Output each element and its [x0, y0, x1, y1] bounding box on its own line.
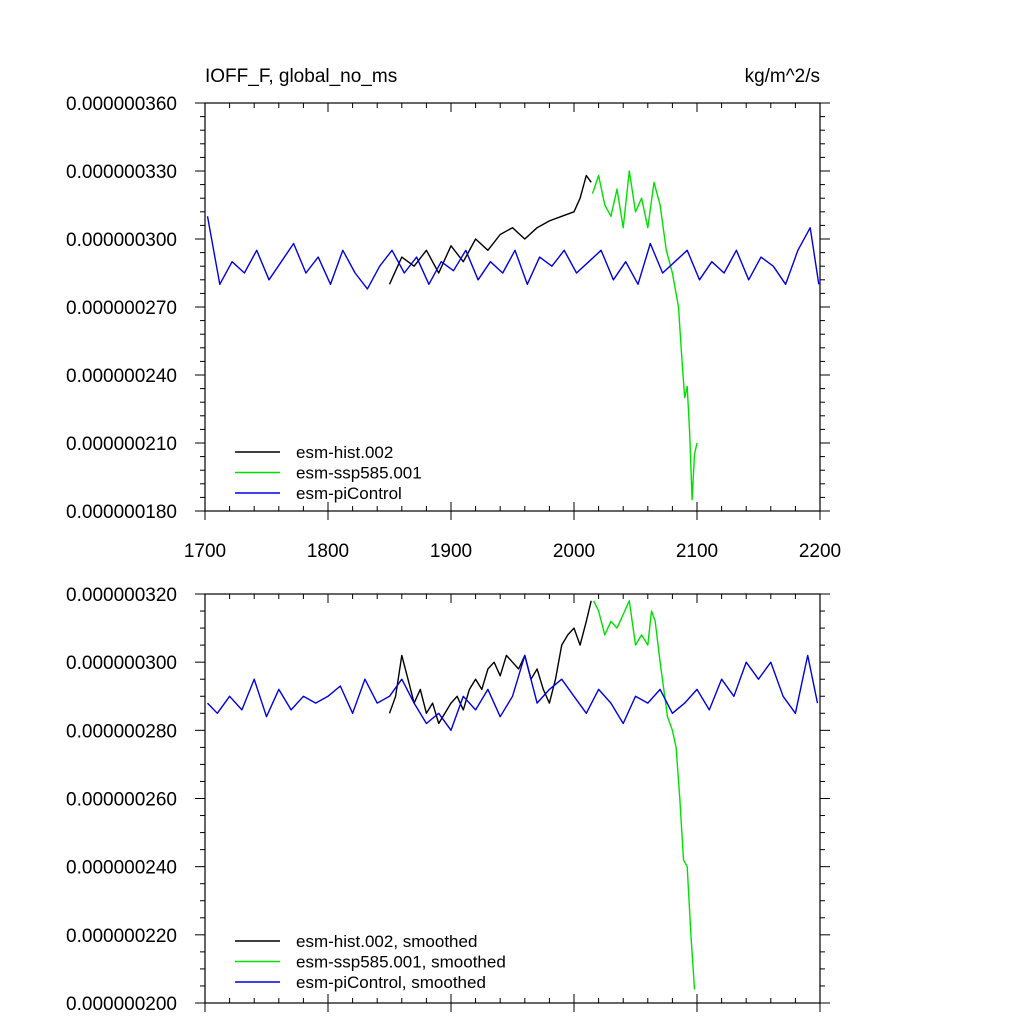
top-axis-ticks: 1700 1800 1900 2000 2100 2200 0.000000180 0.000…	[66, 94, 841, 562]
series-line-esm-picontrol-smoothed	[206, 654, 819, 731]
y-tick-label: 0.000000210	[66, 434, 177, 455]
y-tick-label: 0.000000320	[66, 585, 177, 606]
legend-label: esm-hist.002	[296, 443, 393, 462]
series-line-esm-hist-002	[388, 174, 592, 285]
y-tick-label: 0.000000240	[66, 858, 177, 879]
bottom-plot-frame	[204, 593, 821, 1004]
legend-label: esm-ssp585.001, smoothed	[296, 953, 506, 972]
legend-label: esm-piControl, smoothed	[296, 973, 486, 992]
y-tick-label: 0.000000220	[66, 926, 177, 947]
legend-label: esm-ssp585.001	[296, 464, 422, 483]
y-tick-label: 0.000000280	[66, 721, 177, 742]
series-line-esm-ssp585-001	[591, 170, 698, 501]
y-tick-label: 0.000000200	[66, 994, 177, 1015]
series-line-esm-hist-002-smoothed	[388, 600, 592, 725]
bottom-axis-ticks: 0.000000200 0.000000220 0.000000240 0.00000…	[66, 585, 830, 1015]
bottom-panel: 0.000000200 0.000000220 0.000000240 0.00000…	[66, 585, 830, 1015]
top-plot-frame	[204, 102, 821, 512]
y-tick-label: 0.000000300	[66, 230, 177, 251]
y-tick-label: 0.000000300	[66, 653, 177, 674]
x-tick-label: 1700	[184, 541, 226, 562]
legend-label: esm-hist.002, smoothed	[296, 932, 477, 951]
units-label: kg/m^2/s	[745, 66, 820, 87]
y-tick-label: 0.000000330	[66, 162, 177, 183]
y-tick-label: 0.000000360	[66, 94, 177, 115]
y-tick-label: 0.000000270	[66, 298, 177, 319]
chart-title: IOFF_F, global_no_ms	[205, 66, 397, 87]
series-line-esm-picontrol	[206, 216, 820, 290]
y-tick-label: 0.000000180	[66, 502, 177, 523]
bottom-legend: esm-hist.002, smoothed esm-ssp585.001, sm…	[235, 932, 506, 992]
bottom-series-group	[206, 600, 819, 990]
x-tick-label: 2100	[676, 541, 718, 562]
y-tick-label: 0.000000240	[66, 366, 177, 387]
series-line-esm-ssp585-001-smoothed	[593, 600, 696, 990]
x-tick-label: 2200	[799, 541, 841, 562]
top-panel: IOFF_F, global_no_ms kg/m^2/s 1700 1800 19…	[66, 66, 841, 562]
legend-label: esm-piControl	[296, 484, 402, 503]
x-tick-label: 2000	[553, 541, 595, 562]
y-tick-label: 0.000000260	[66, 790, 177, 811]
x-tick-label: 1900	[430, 541, 472, 562]
x-tick-label: 1800	[307, 541, 349, 562]
top-series-group	[206, 170, 820, 501]
